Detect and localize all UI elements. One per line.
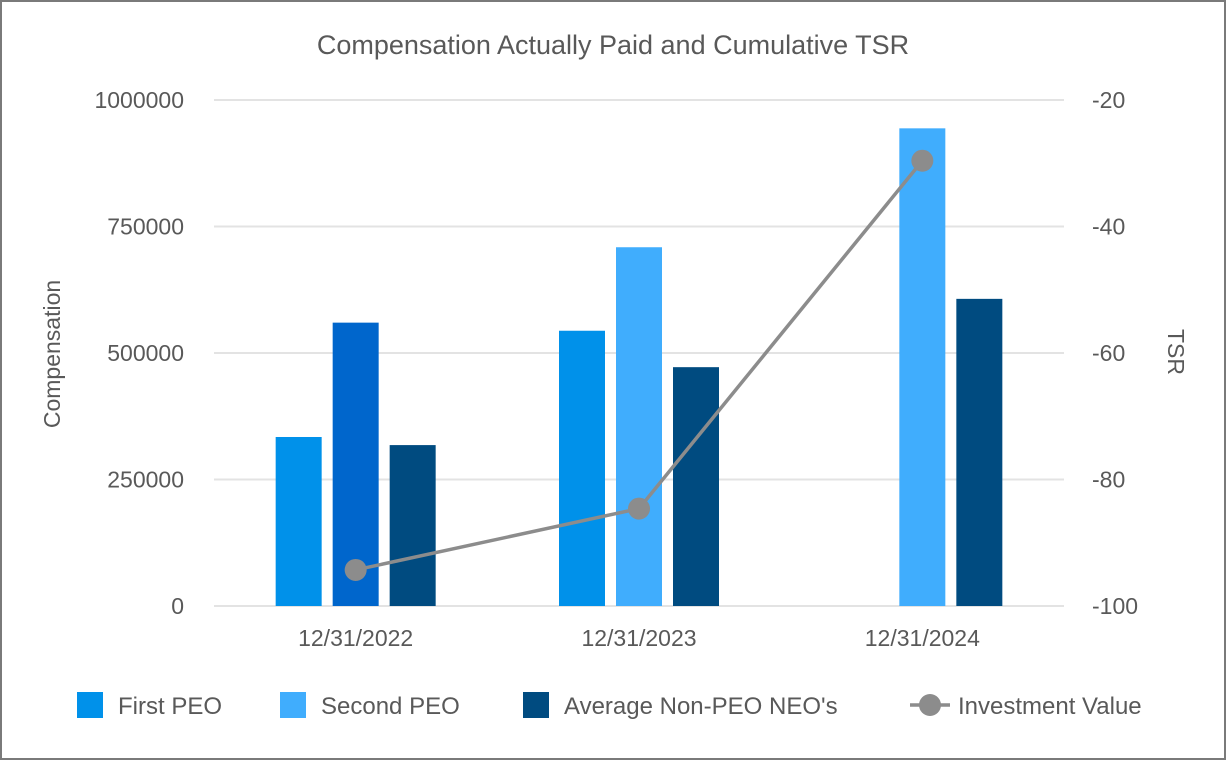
y-tick-label: 500000 xyxy=(107,340,184,366)
y-axis-left-ticks: 0 250000 500000 750000 1000000 xyxy=(94,87,184,619)
legend-swatch xyxy=(280,692,306,718)
bar xyxy=(673,367,719,606)
y-tick-label: 0 xyxy=(171,593,184,619)
line-point xyxy=(628,497,650,520)
bar xyxy=(275,436,322,606)
bar xyxy=(559,330,605,606)
legend-label: Investment Value xyxy=(958,693,1142,720)
bar xyxy=(389,445,436,606)
legend-label: First PEO xyxy=(118,693,222,720)
x-tick-label: 12/31/2023 xyxy=(581,625,696,651)
x-axis-ticks: 12/31/2022 12/31/2023 12/31/2024 xyxy=(298,625,980,651)
bar xyxy=(616,247,662,606)
y2-axis-label: TSR xyxy=(1163,329,1189,375)
tsr-line xyxy=(344,149,934,581)
y-tick-label: 250000 xyxy=(107,467,184,493)
line-point xyxy=(344,558,367,581)
y2-tick-label: -80 xyxy=(1092,467,1125,493)
bar xyxy=(332,322,379,606)
legend-swatch xyxy=(523,692,549,718)
y2-tick-label: -20 xyxy=(1092,87,1125,113)
legend-swatch xyxy=(77,692,103,718)
y-axis-right-ticks: -100 -80 -60 -40 -20 xyxy=(1092,87,1138,619)
y2-tick-label: -60 xyxy=(1092,340,1125,366)
bars xyxy=(275,128,1003,606)
x-tick-label: 12/31/2022 xyxy=(298,625,413,651)
chart-title: Compensation Actually Paid and Cumulativ… xyxy=(317,30,909,60)
y2-tick-label: -40 xyxy=(1092,214,1125,240)
bar xyxy=(899,128,946,606)
legend: First PEO Second PEO Average Non-PEO NEO's… xyxy=(77,692,1142,720)
x-tick-label: 12/31/2024 xyxy=(865,625,980,651)
y-tick-label: 750000 xyxy=(107,214,184,240)
legend-marker xyxy=(919,694,941,716)
y2-tick-label: -100 xyxy=(1092,593,1138,619)
y-axis-label: Compensation xyxy=(39,280,65,428)
bar xyxy=(956,298,1003,606)
legend-label: Second PEO xyxy=(321,693,460,720)
line-point xyxy=(911,149,934,172)
y-tick-label: 1000000 xyxy=(94,87,184,113)
legend-label: Average Non-PEO NEO's xyxy=(564,693,838,720)
